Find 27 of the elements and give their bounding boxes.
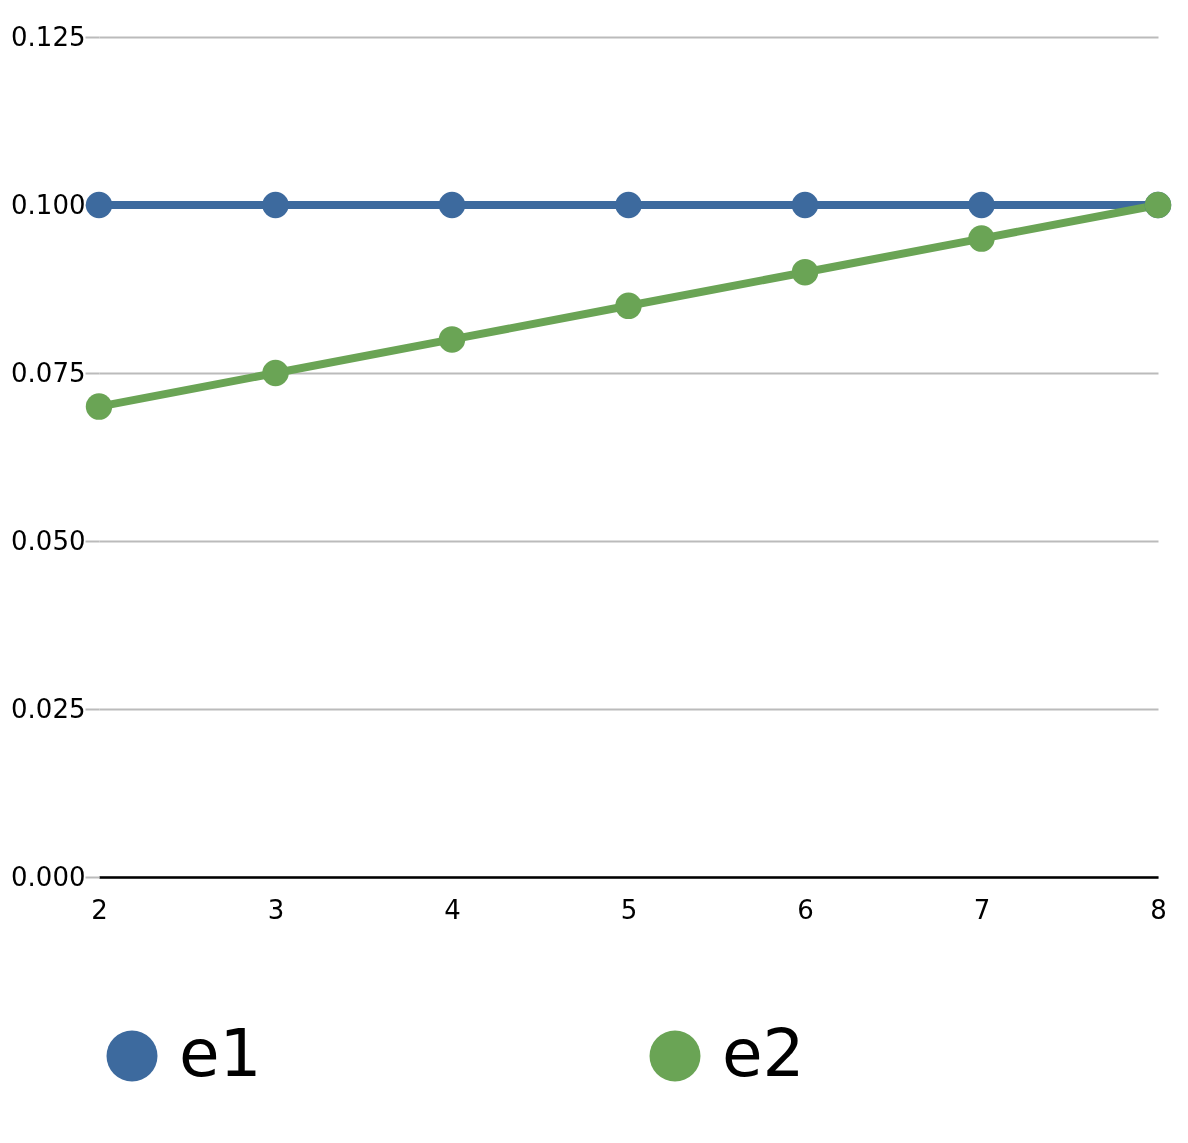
point bbox=[968, 225, 995, 252]
x-tick-label: 4 bbox=[444, 894, 461, 925]
legend-label: e2 bbox=[722, 1015, 805, 1092]
x-tick-label: 2 bbox=[91, 894, 108, 925]
point bbox=[968, 191, 995, 219]
y-tick-label: 0.100 bbox=[11, 189, 86, 220]
y-tick-label: 0.000 bbox=[11, 861, 86, 892]
point bbox=[438, 191, 466, 219]
y-tick-label: 0.125 bbox=[11, 21, 86, 52]
point bbox=[615, 191, 642, 219]
y-tick-label: 0.075 bbox=[11, 357, 86, 388]
point bbox=[262, 191, 289, 219]
point bbox=[438, 326, 466, 353]
point bbox=[85, 393, 113, 420]
x-tick-label: 5 bbox=[620, 894, 638, 925]
point bbox=[85, 191, 113, 219]
x-tick-label: 7 bbox=[973, 894, 991, 925]
y-tick-label: 0.050 bbox=[11, 525, 86, 556]
legend-label: e1 bbox=[179, 1015, 262, 1092]
y-tick-label: 0.025 bbox=[11, 693, 86, 724]
point bbox=[262, 359, 289, 387]
point bbox=[791, 259, 819, 286]
x-tick-label: 8 bbox=[1150, 894, 1167, 925]
x-tick-label: 6 bbox=[797, 894, 814, 925]
point bbox=[791, 191, 819, 219]
point bbox=[615, 292, 642, 319]
x-tick-label: 3 bbox=[267, 894, 285, 925]
